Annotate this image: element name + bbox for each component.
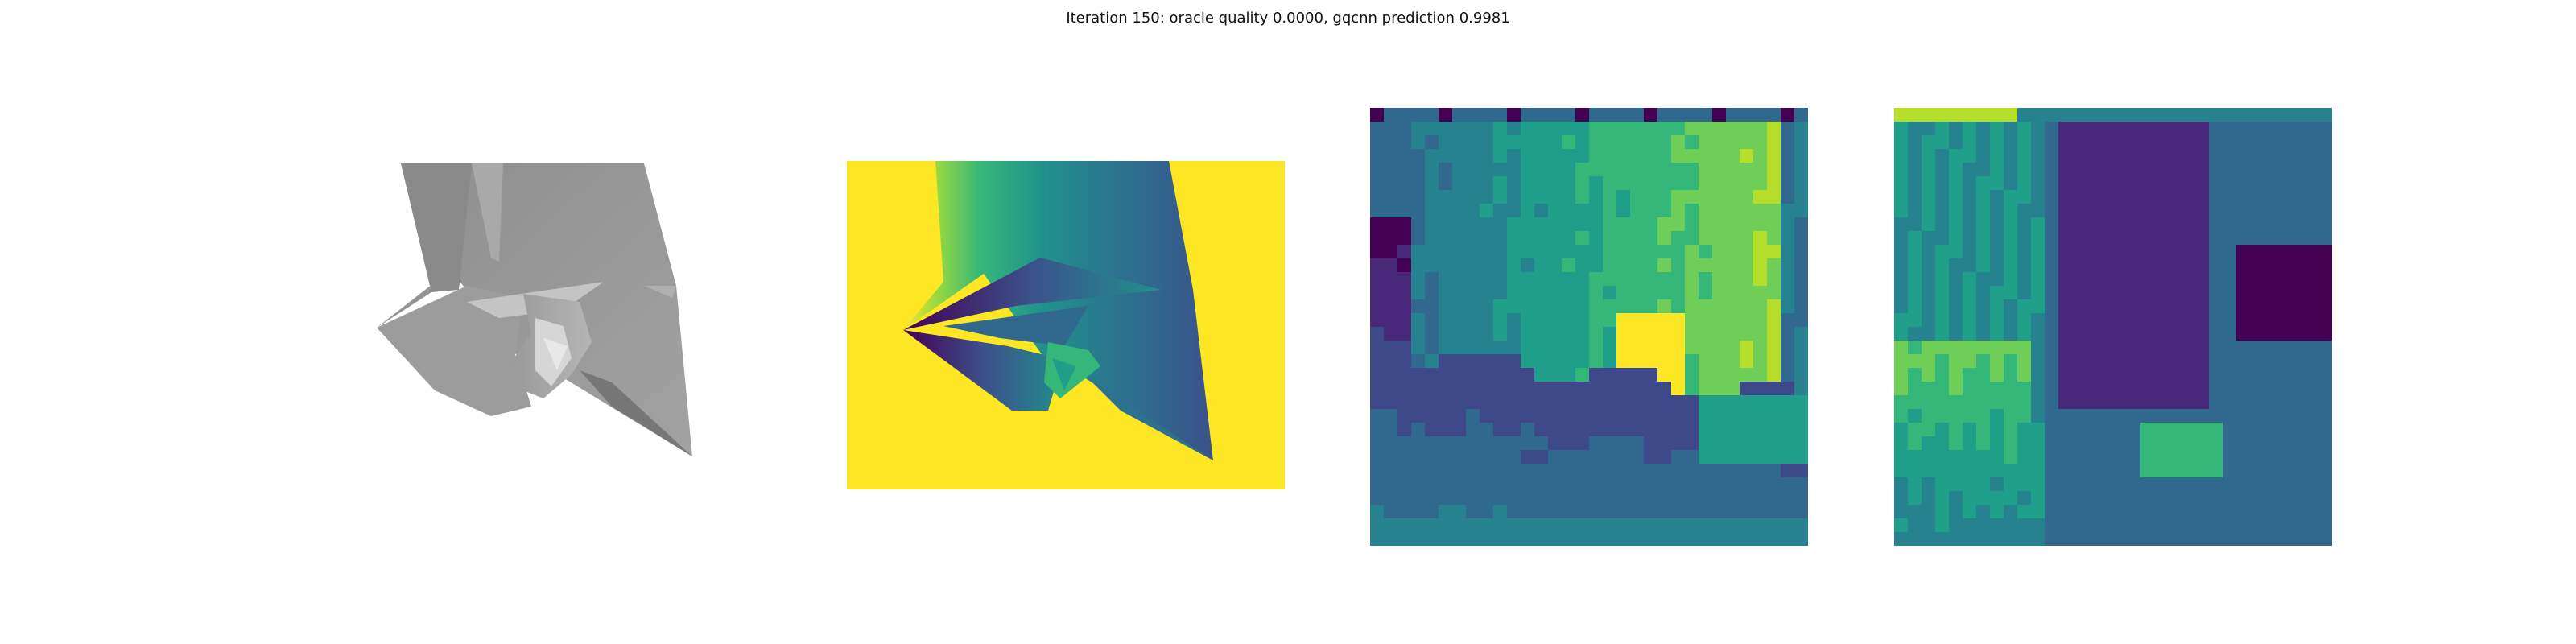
depth-image-icon [847, 161, 1285, 489]
rendered-object-panel [370, 157, 741, 471]
rendered-object-icon [377, 163, 692, 456]
depth-crop-b-icon [1894, 108, 2332, 546]
depth-crop-a-icon [1370, 108, 1808, 546]
depth-image-panel [847, 161, 1285, 489]
depth-crop-a-panel [1370, 108, 1808, 546]
depth-crop-b-panel [1894, 108, 2332, 546]
figure-title: Iteration 150: oracle quality 0.0000, gq… [1066, 10, 1510, 27]
